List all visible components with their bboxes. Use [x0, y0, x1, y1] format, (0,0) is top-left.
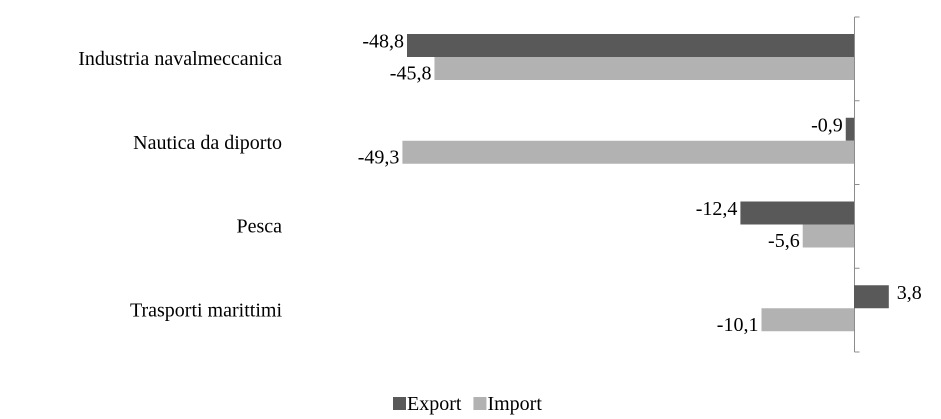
legend-swatch-export [393, 397, 406, 410]
legend-swatch-import [473, 397, 487, 410]
data-label-import-0: -45,8 [390, 63, 432, 85]
data-label-import-1: -49,3 [358, 146, 400, 168]
bar-import-3 [761, 308, 854, 332]
bar-export-2 [740, 201, 854, 225]
data-label-import-2: -5,6 [768, 230, 800, 252]
bar-import-0 [434, 57, 854, 80]
category-labels: Industria navalmeccanica Nautica da dipor… [78, 48, 282, 321]
data-label-export-0: -48,8 [362, 31, 404, 53]
data-label-export-3: 3,8 [897, 282, 922, 304]
legend-label-export: Export [407, 393, 462, 415]
category-label-0: Industria navalmeccanica [78, 48, 282, 70]
category-label-1: Nautica da diporto [133, 132, 282, 154]
legend-label-import: Import [487, 393, 542, 415]
category-label-2: Pesca [236, 216, 282, 238]
bar-import-2 [802, 224, 854, 248]
bar-import-1 [402, 140, 854, 164]
legend: Export Import [393, 393, 542, 415]
bar-export-0 [406, 34, 854, 57]
bar-export-1 [845, 117, 854, 141]
data-labels: -48,8 -45,8 -0,9 -49,3 -12,4 -5,6 3,8 -10,1 [358, 31, 922, 336]
category-label-3: Trasporti marittimi [130, 299, 282, 321]
bars [402, 34, 889, 332]
data-label-export-1: -0,9 [811, 114, 843, 136]
data-label-import-3: -10,1 [717, 314, 759, 336]
data-label-export-2: -12,4 [696, 198, 738, 220]
bar-export-3 [854, 285, 889, 309]
